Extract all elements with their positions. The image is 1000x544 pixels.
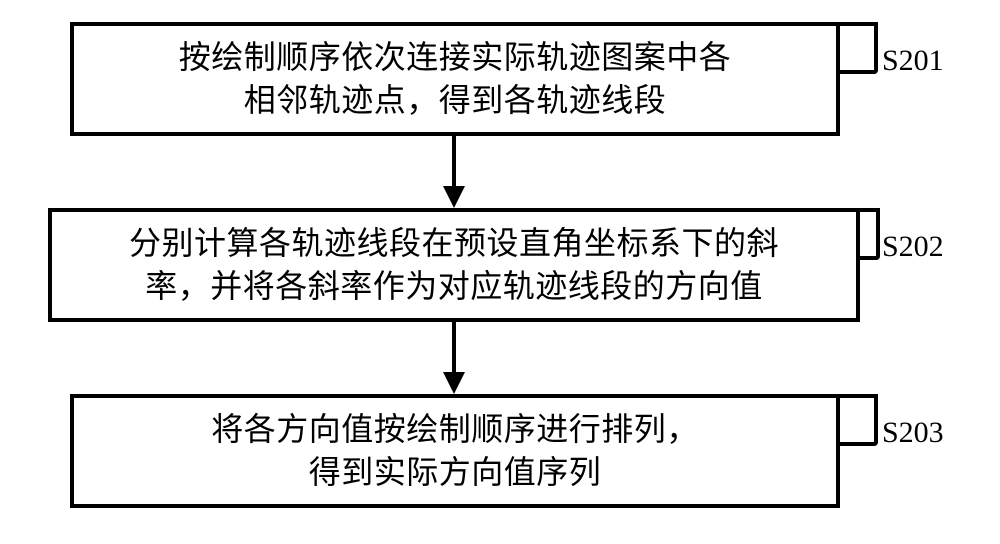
- flowchart-node-s203: 将各方向值按绘制顺序进行排列， 得到实际方向值序列: [70, 394, 840, 508]
- callout-hook-s203: [840, 394, 878, 446]
- connector-s202-s203-line: [452, 322, 456, 372]
- callout-hook-s202: [860, 208, 880, 260]
- connector-s202-s203-arrow: [443, 372, 465, 394]
- step-label-s202: S202: [882, 230, 944, 264]
- flowchart-node-s202-text: 分别计算各轨迹线段在预设直角坐标系下的斜 率，并将各斜率作为对应轨迹线段的方向值: [129, 222, 779, 308]
- connector-s201-s202-arrow: [443, 186, 465, 208]
- step-label-s201: S201: [882, 44, 944, 78]
- flowchart-node-s201: 按绘制顺序依次连接实际轨迹图案中各 相邻轨迹点，得到各轨迹线段: [70, 22, 840, 136]
- connector-s201-s202-line: [452, 136, 456, 186]
- step-label-s203: S203: [882, 416, 944, 450]
- flowchart-node-s201-text: 按绘制顺序依次连接实际轨迹图案中各 相邻轨迹点，得到各轨迹线段: [179, 36, 732, 122]
- flowchart-node-s203-text: 将各方向值按绘制顺序进行排列， 得到实际方向值序列: [211, 408, 699, 494]
- flowchart-node-s202: 分别计算各轨迹线段在预设直角坐标系下的斜 率，并将各斜率作为对应轨迹线段的方向值: [48, 208, 860, 322]
- callout-hook-s201: [840, 22, 878, 74]
- flowchart-canvas: 按绘制顺序依次连接实际轨迹图案中各 相邻轨迹点，得到各轨迹线段 S201 分别计…: [0, 0, 1000, 544]
